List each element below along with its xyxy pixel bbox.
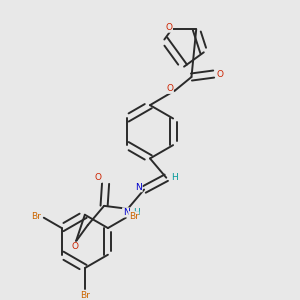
Text: Br: Br — [80, 291, 90, 300]
Text: N: N — [123, 208, 129, 217]
Text: O: O — [217, 70, 224, 79]
Text: Br: Br — [129, 212, 139, 221]
Text: O: O — [95, 173, 102, 182]
Text: O: O — [71, 242, 78, 251]
Text: O: O — [165, 23, 172, 32]
Text: Br: Br — [31, 212, 41, 221]
Text: H: H — [171, 173, 178, 182]
Text: N: N — [135, 183, 142, 192]
Text: H: H — [133, 208, 140, 217]
Text: O: O — [166, 84, 173, 93]
